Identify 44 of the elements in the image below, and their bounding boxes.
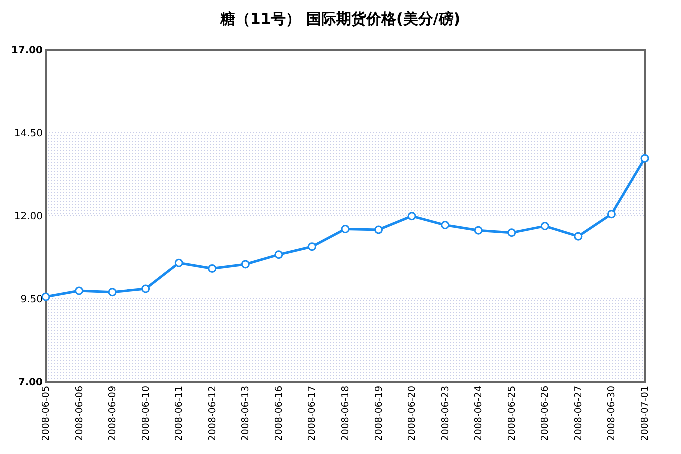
point: [640, 154, 650, 163]
x-tick-label: 2008-06-19: [374, 386, 385, 442]
point: [374, 226, 384, 234]
x-tick-label: 2008-06-24: [474, 386, 485, 442]
point: [408, 212, 416, 221]
y-tick-label: 17.00: [11, 46, 44, 56]
point: [142, 284, 150, 294]
point: [341, 225, 350, 234]
x-tick-label: 2008-06-12: [207, 386, 218, 442]
point: [75, 286, 84, 296]
x-tick-label: 2008-07-01: [640, 386, 651, 442]
x-tick-label: 2008-06-20: [407, 386, 418, 442]
x-tick-label: 2008-06-10: [140, 386, 152, 442]
y-tick-label: 14.50: [14, 128, 43, 140]
point: [508, 228, 516, 238]
x-tick-label: 2008-06-05: [41, 386, 52, 442]
x-tick-label: 2008-06-26: [540, 386, 552, 442]
x-tick-label: 2008-06-06: [74, 386, 86, 442]
y-tick-label: 12.00: [14, 212, 43, 222]
x-tick-label: 2008-06-23: [440, 386, 452, 442]
point: [607, 210, 616, 219]
point: [108, 288, 117, 297]
x-tick-label: 2008-06-13: [240, 386, 252, 442]
x-tick-label: 2008-06-09: [108, 386, 119, 442]
point: [208, 264, 217, 274]
point: [174, 258, 184, 268]
y-tick-label: 9.50: [20, 294, 43, 306]
chart-title: 糖（11号） 国际期货价格(美分/磅): [219, 10, 461, 28]
point: [574, 232, 583, 241]
x-tick-label: 2008-06-18: [340, 386, 352, 442]
x-tick-label: 2008-06-30: [606, 386, 618, 442]
point: [241, 260, 250, 269]
point: [274, 250, 284, 260]
y-tick-label: 7.00: [18, 378, 44, 388]
x-tick-label: 2008-06-25: [506, 386, 518, 442]
point: [42, 292, 50, 302]
x-tick-label: 2008-06-17: [307, 386, 318, 442]
x-tick-label: 2008-06-16: [274, 386, 285, 442]
point: [540, 222, 550, 231]
point: [474, 226, 483, 235]
point: [308, 242, 316, 252]
x-tick-label: 2008-06-27: [573, 386, 584, 442]
point: [441, 221, 450, 230]
x-tick-label: 2008-06-11: [174, 386, 186, 442]
